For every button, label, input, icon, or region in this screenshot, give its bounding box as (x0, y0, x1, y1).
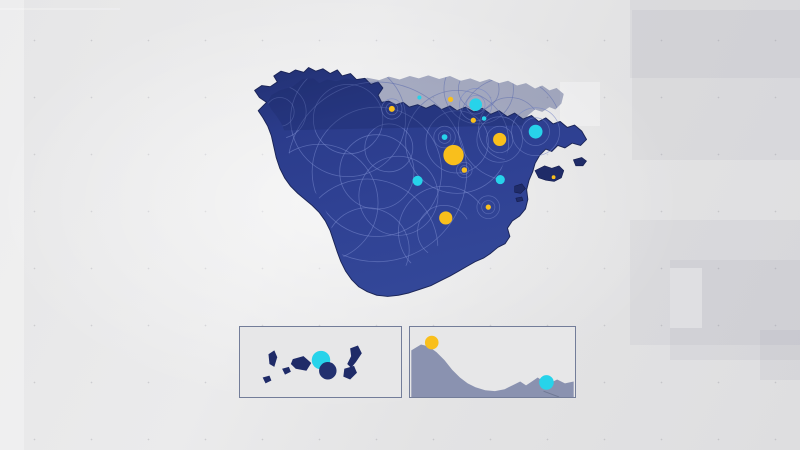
marker-la-rioja[interactable]: La Rioja (470, 117, 476, 123)
marker-asturias[interactable]: Asturias (417, 95, 422, 100)
marker-ring-aragon (486, 125, 514, 154)
spain-map-svg: Galicia Asturias Cantabria País Vasco Navarr… (254, 67, 588, 297)
canarias-islands (262, 345, 362, 384)
marker-ring-castilla-mancha (459, 165, 470, 175)
marker-dot-castilla-mancha[interactable]: Castilla-La Mancha (461, 167, 468, 173)
marker-dot-galicia[interactable]: Galicia (388, 105, 395, 112)
menorca-shape (572, 157, 587, 167)
tenerife-shape (290, 356, 312, 371)
coast-silhouette (411, 344, 574, 397)
el-hierro-shape (262, 375, 272, 384)
marker-extremadura[interactable]: Extremadura (412, 175, 423, 186)
inset-coast[interactable]: Ceuta Melilla (409, 326, 576, 398)
marker-dot-pais-vasco[interactable]: País Vasco (469, 98, 482, 112)
spain-map[interactable]: Galicia Asturias Cantabria País Vasco Navarr… (228, 52, 600, 324)
marker-dot-asturias[interactable]: Asturias (417, 95, 422, 100)
marker-ring-murcia (476, 195, 501, 219)
la-gomera-shape (282, 366, 291, 375)
gran-canaria-shape (319, 362, 337, 380)
marker-ring-galicia (385, 102, 399, 116)
marker-dot-castilla-leon[interactable]: Castilla y León (441, 134, 448, 140)
la-palma-shape (268, 350, 278, 367)
panel-right-upper (632, 10, 800, 160)
panel-far-right (760, 330, 800, 380)
background-streak-top (0, 8, 120, 10)
marker-baleares[interactable]: Illes Balears (551, 175, 556, 180)
marker-dot-navarra[interactable]: Navarra (481, 116, 487, 121)
marker-dot-cantabria[interactable]: Cantabria (447, 96, 454, 102)
marker-castilla-leon[interactable]: Castilla y León (433, 125, 456, 149)
marker-ring-aragon (476, 116, 523, 163)
map-balearic-islands (514, 157, 587, 203)
marker-ring-castilla-mancha (456, 161, 473, 179)
marker-ring-pais-vasco (465, 94, 486, 115)
coast-ridge-line (543, 390, 560, 397)
marker-madrid[interactable]: Comunidad de Madrid (443, 144, 464, 166)
marker-ring-cataluna (511, 107, 560, 157)
marker-murcia[interactable]: Región de Murcia (476, 195, 501, 219)
inset-canarias[interactable]: Canarias (239, 326, 402, 398)
marker-dot-valencia[interactable]: Comunidad Valenciana (495, 175, 505, 185)
formentera-shape (515, 196, 524, 203)
marker-dot-andalucia[interactable]: Andalucía (439, 211, 453, 225)
marker-dot-madrid[interactable]: Comunidad de Madrid (443, 144, 464, 166)
marker-dot-la-rioja[interactable]: La Rioja (470, 117, 476, 123)
marker-dot-murcia[interactable]: Región de Murcia (485, 204, 491, 210)
fuerteventura-shape (347, 345, 362, 368)
marker-dot-aragon[interactable]: Aragón (493, 132, 507, 147)
marker-pais-vasco[interactable]: País Vasco (459, 88, 493, 122)
marker-castilla-mancha[interactable]: Castilla-La Mancha (456, 161, 473, 179)
marker-ring-castilla-leon (437, 130, 452, 144)
marker-ring-galicia (381, 98, 403, 120)
panel-notch (670, 268, 702, 328)
marker-valencia[interactable]: Comunidad Valenciana (495, 175, 505, 185)
ibiza-shape (514, 183, 526, 194)
marker-navarra[interactable]: Navarra (481, 116, 487, 121)
mallorca-shape (534, 165, 565, 182)
inset-coast-svg: Ceuta Melilla (411, 335, 574, 397)
marker-aragon[interactable]: Aragón (476, 116, 523, 163)
marker-galicia[interactable]: Galicia (381, 98, 403, 120)
panel-left-edge (0, 0, 24, 450)
marker-cataluna[interactable]: Cataluña (511, 107, 560, 157)
marker-dot-baleares[interactable]: Illes Balears (551, 175, 556, 180)
marker-ring-castilla-leon (433, 125, 456, 149)
coast-marker-layer: Ceuta Melilla (424, 335, 554, 390)
marker-cantabria[interactable]: Cantabria (447, 96, 454, 102)
map-peninsula (254, 67, 588, 297)
map-marker-layer: Galicia Asturias Cantabria País Vasco Navarr… (381, 88, 560, 225)
lanzarote-shape (343, 365, 357, 380)
marker-dot-extremadura[interactable]: Extremadura (412, 175, 423, 186)
marker-andalucia[interactable]: Andalucía (439, 211, 453, 225)
marker-dot-ceuta[interactable]: Ceuta (424, 335, 439, 350)
marker-ring-cataluna (521, 117, 550, 146)
marker-dot-cataluna[interactable]: Cataluña (528, 124, 543, 139)
marker-ring-murcia (481, 200, 496, 215)
inset-canarias-svg: Canarias (262, 345, 362, 384)
marker-dot-melilla[interactable]: Melilla (539, 375, 554, 390)
